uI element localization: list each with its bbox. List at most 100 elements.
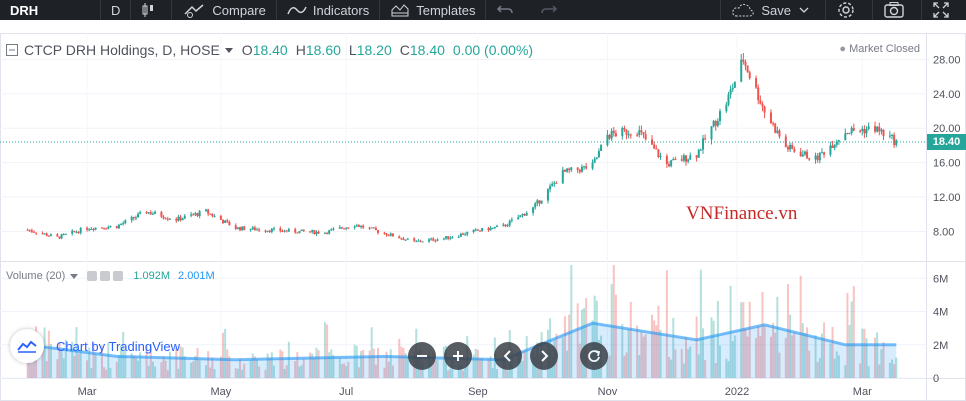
candle-body <box>699 149 702 151</box>
close-icon[interactable] <box>113 271 124 281</box>
interval-button[interactable]: D <box>101 0 130 20</box>
volume-bar <box>657 305 660 378</box>
symbol-title[interactable]: CTCP DRH Holdings, D, HOSE <box>24 42 220 58</box>
volume-bar <box>716 301 719 378</box>
candle-body <box>506 225 509 227</box>
price-tick-label: 12.00 <box>933 192 961 204</box>
reset-chart-button[interactable] <box>580 342 608 370</box>
snapshot-button[interactable] <box>873 0 921 20</box>
candle-body <box>865 129 868 134</box>
volume-bar <box>190 362 193 378</box>
candle-body <box>406 238 409 240</box>
volume-bar <box>421 362 424 378</box>
volume-bar <box>629 301 632 378</box>
redo-button[interactable] <box>530 0 574 20</box>
volume-bar <box>521 360 524 378</box>
candle-body <box>576 167 579 170</box>
candle-body <box>474 229 477 231</box>
candle-body <box>309 231 312 233</box>
candle-body <box>674 159 677 161</box>
candle-body <box>629 134 632 136</box>
volume-bar <box>266 353 269 378</box>
volume-bar <box>145 345 148 378</box>
chart-container[interactable]: 8.00 12.00 16.00 20.00 24.00 28.00 0 2M 4M 6M Mar M… <box>0 33 966 401</box>
candle-body <box>784 136 787 147</box>
candle-body <box>597 150 600 158</box>
volume-bar <box>740 302 743 378</box>
candle-body <box>612 130 615 134</box>
volume-bar <box>861 328 864 378</box>
candle-body <box>234 225 237 229</box>
candle-body <box>86 227 89 230</box>
scroll-right-button[interactable] <box>530 342 558 370</box>
volume-bar <box>638 355 641 378</box>
price-tick-label: 24.00 <box>933 89 961 101</box>
candle-body <box>137 213 140 218</box>
fullscreen-button[interactable] <box>922 0 966 20</box>
candle-body <box>742 59 745 62</box>
candle-body <box>139 212 142 214</box>
candle-body <box>160 211 163 217</box>
candle-body <box>196 213 199 217</box>
indicators-button[interactable]: Indicators <box>277 0 379 20</box>
price-legend: CTCP DRH Holdings, D, HOSE O 18.40 H 18.60… <box>6 42 533 58</box>
candle-style-icon <box>142 3 154 17</box>
chevron-left-icon <box>503 350 511 362</box>
volume-bar <box>757 326 760 378</box>
candle-body <box>79 227 82 233</box>
settings-button[interactable] <box>826 0 872 20</box>
candle-body <box>207 209 210 214</box>
templates-button[interactable]: Templates <box>380 0 485 20</box>
zoom-out-button[interactable] <box>408 342 436 370</box>
volume-bar <box>164 360 167 378</box>
candle-body <box>621 127 624 137</box>
candle-body <box>553 182 556 184</box>
candle-body <box>689 155 692 160</box>
volume-title[interactable]: Volume (20) <box>6 270 66 282</box>
candle-body <box>665 155 668 164</box>
volume-bar <box>30 363 33 378</box>
candle-body <box>863 128 866 134</box>
volume-bar <box>814 335 817 378</box>
candle-body <box>462 233 464 235</box>
candle-body <box>487 228 490 231</box>
high-key: H <box>295 42 306 58</box>
candle-body <box>236 227 239 229</box>
candle-body <box>551 183 554 186</box>
volume-bar <box>823 322 826 378</box>
symbol-search-button[interactable]: DRH <box>0 0 100 20</box>
volume-bar <box>848 324 851 378</box>
scroll-left-button[interactable] <box>494 342 522 370</box>
caret-down-icon[interactable] <box>224 46 234 54</box>
volume-bar <box>865 338 868 378</box>
tradingview-branding[interactable]: Chart by TradingView <box>10 329 180 363</box>
volume-bar <box>139 352 142 378</box>
collapse-legend-icon[interactable] <box>6 44 18 56</box>
eye-icon[interactable] <box>87 271 98 281</box>
candle-body <box>525 212 528 216</box>
caret-down-icon[interactable] <box>69 272 79 280</box>
candle-body <box>610 130 613 139</box>
volume-bar <box>799 275 802 378</box>
candle-body <box>428 239 431 242</box>
candle-body <box>761 103 764 107</box>
chart-style-button[interactable] <box>131 0 171 20</box>
volume-bar <box>593 295 596 378</box>
candle-body <box>799 151 802 157</box>
candle-body <box>568 168 571 171</box>
volume-bar <box>370 327 373 378</box>
candle-body <box>323 232 326 234</box>
compare-button[interactable]: Compare <box>172 0 275 20</box>
candle-body <box>778 130 781 137</box>
save-button[interactable]: Save <box>721 0 825 20</box>
volume-bar <box>447 370 450 378</box>
volume-bar <box>343 363 346 378</box>
undo-button[interactable] <box>486 0 530 20</box>
settings-icon[interactable] <box>100 271 111 281</box>
candle-body <box>793 148 796 152</box>
zoom-in-button[interactable] <box>444 342 472 370</box>
volume-bar <box>238 358 241 378</box>
candle-body <box>829 145 832 155</box>
candle-body <box>315 231 318 235</box>
volume-bar <box>432 352 435 378</box>
